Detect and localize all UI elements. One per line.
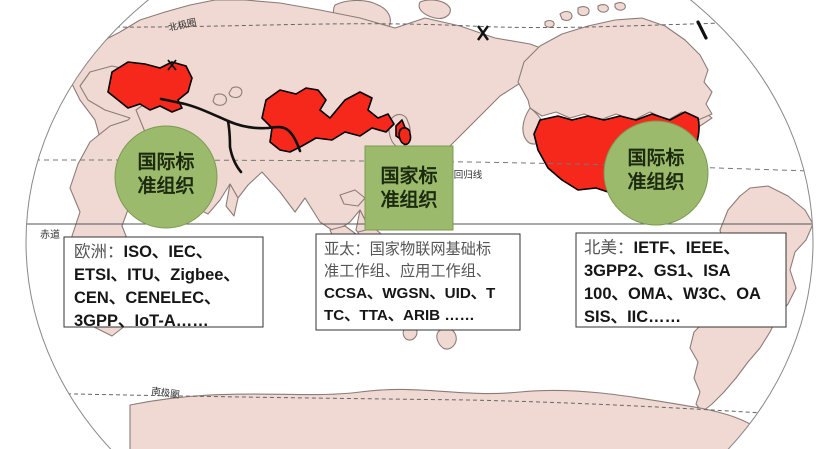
svg-text:北美：IETF、IEEE、: 北美：IETF、IEEE、: [584, 238, 740, 257]
svg-text:CCSA、WGSN、UID、T: CCSA、WGSN、UID、T: [324, 285, 496, 302]
svg-text:准组织: 准组织: [380, 188, 437, 211]
svg-text:3GPP、IoT-A……: 3GPP、IoT-A……: [74, 312, 209, 330]
svg-text:国际标: 国际标: [627, 147, 684, 169]
svg-text:欧洲：ISO、IEC、: 欧洲：ISO、IEC、: [74, 242, 212, 261]
svg-text:ETSI、ITU、Zigbee、: ETSI、ITU、Zigbee、: [74, 266, 240, 284]
svg-text:准组织: 准组织: [137, 174, 194, 197]
svg-text:3GPP2、GS1、ISA: 3GPP2、GS1、ISA: [584, 262, 731, 280]
svg-text:回归线: 回归线: [454, 169, 483, 181]
svg-text:100、OMA、W3C、OA: 100、OMA、W3C、OA: [584, 285, 761, 303]
svg-text:国际标: 国际标: [137, 151, 194, 173]
svg-text:准工作组、应用工作组、: 准工作组、应用工作组、: [324, 262, 491, 280]
svg-text:CEN、CENELEC、: CEN、CENELEC、: [74, 289, 221, 307]
svg-text:赤道: 赤道: [40, 228, 60, 241]
svg-text:SIS、IIC……: SIS、IIC……: [584, 308, 681, 326]
svg-text:TC、TTA、ARIB ……: TC、TTA、ARIB ……: [324, 307, 475, 324]
svg-text:亚太：国家物联网基础标: 亚太：国家物联网基础标: [324, 241, 491, 258]
svg-text:准组织: 准组织: [627, 170, 684, 193]
svg-text:国家标: 国家标: [380, 164, 437, 187]
